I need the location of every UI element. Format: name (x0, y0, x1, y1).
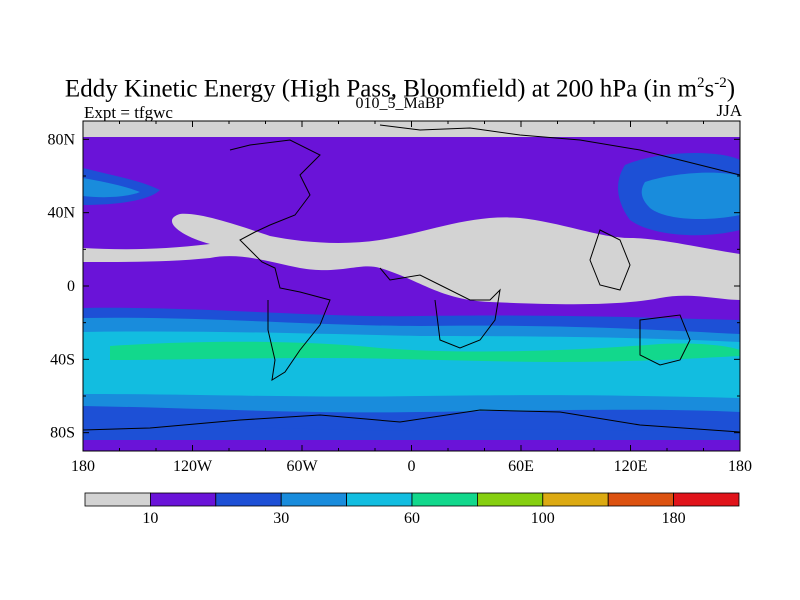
colorbar-label: 100 (531, 510, 555, 527)
colorbar-box (476, 492, 544, 507)
coast-asia-south (589, 229, 631, 291)
ke-zone-nh-pacific-core (641, 172, 740, 220)
ke-zone-sh-band-100 (83, 331, 740, 398)
colorbar-box (280, 492, 348, 507)
y-tick-label: 80S (50, 425, 75, 442)
x-tick-label: 180 (71, 458, 95, 475)
ke-zone-nh-atlantic-core (83, 178, 140, 198)
x-axis-labels: 180 120W 60W 0 60E 120E 180 (71, 458, 752, 475)
colorbar-box (215, 492, 282, 507)
x-tick-label: 60W (286, 458, 318, 475)
y-tick-label: 0 (67, 278, 75, 295)
x-tick-label: 60E (508, 458, 534, 475)
x-tick-label: 120W (173, 458, 213, 475)
y-tick-label: 80N (47, 131, 75, 148)
plot-area (83, 121, 740, 451)
colorbar-box (149, 492, 217, 507)
coast-americas (229, 139, 331, 381)
x-tick-label: 0 (408, 458, 416, 475)
experiment-label: Expt = tfgwc (84, 103, 173, 122)
colorbar (84, 492, 740, 507)
axis-ticks (82, 121, 741, 451)
ke-zone-sh-core (110, 341, 740, 362)
y-tick-label: 40S (50, 351, 75, 368)
colorbar-label: 180 (662, 510, 686, 527)
coast-antarctica (83, 409, 740, 433)
coast-australia (639, 314, 691, 366)
colorbar-label: 30 (273, 510, 289, 527)
colorbar-label: 10 (142, 510, 158, 527)
colorbar-box (673, 492, 740, 507)
coastlines (83, 124, 740, 433)
chart-title: Eddy Kinetic Energy (High Pass, Bloomfie… (64, 75, 736, 103)
coast-eurasia-north (379, 124, 740, 176)
chart-subtitle: 010_5_MaBP (355, 95, 445, 112)
season-label: JJA (716, 101, 742, 120)
colorbar-box (542, 492, 609, 507)
x-tick-label: 120E (614, 458, 648, 475)
colorbar-box (346, 492, 413, 507)
colorbar-box (607, 492, 675, 507)
colorbar-label: 60 (404, 510, 420, 527)
x-tick-label: 180 (728, 458, 752, 475)
colorbar-box (84, 492, 151, 507)
y-tick-label: 40N (47, 205, 75, 222)
y-axis-labels: 80N 40N 0 40S 80S (47, 131, 75, 441)
colorbar-box (411, 492, 478, 507)
coast-africa (379, 267, 501, 349)
colorbar-labels: 10 30 60 100 180 (142, 510, 685, 527)
